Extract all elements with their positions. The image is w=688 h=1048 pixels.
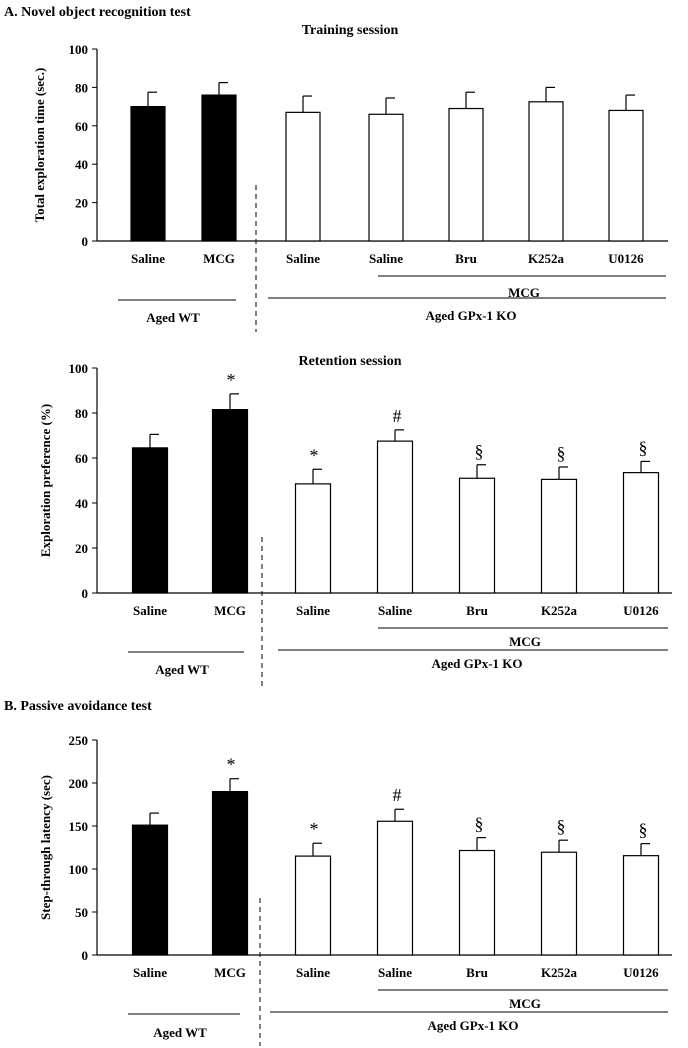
significance-mark: *: [227, 370, 236, 390]
y-tick-label: 150: [69, 819, 89, 834]
bar: [368, 113, 404, 242]
bar: [608, 109, 644, 242]
y-tick-label: 40: [75, 157, 88, 172]
category-label: Bru: [466, 965, 488, 980]
category-label: Bru: [466, 603, 488, 618]
y-tick-label: 100: [69, 862, 89, 877]
aged-ko-label: Aged GPx-1 KO: [428, 1018, 519, 1033]
significance-mark: #: [393, 785, 402, 805]
y-tick-label: 0: [82, 948, 89, 963]
bar: [528, 101, 564, 242]
bar: [130, 105, 166, 242]
significance-mark: *: [310, 445, 319, 465]
y-tick-label: 40: [75, 496, 88, 511]
bar: [458, 477, 496, 594]
bar: [376, 820, 414, 956]
y-tick-label: 80: [75, 406, 88, 421]
y-tick-label: 0: [82, 586, 89, 601]
category-label: Saline: [378, 965, 412, 980]
bar: [211, 790, 249, 956]
category-label: Saline: [131, 251, 165, 266]
category-label: Bru: [455, 251, 477, 266]
significance-mark: §: [639, 437, 648, 457]
y-tick-label: 200: [69, 776, 89, 791]
category-label: K252a: [541, 603, 578, 618]
category-label: MCG: [214, 603, 246, 618]
retention-session-chart: Retention session Exploration preference …: [38, 354, 672, 686]
bar: [540, 851, 578, 956]
y-tick-label: 100: [69, 42, 89, 57]
bar: [540, 478, 578, 594]
aged-wt-label: Aged WT: [155, 662, 209, 677]
category-label: MCG: [214, 965, 246, 980]
significance-mark: §: [639, 820, 648, 840]
category-label: Saline: [133, 603, 167, 618]
aged-ko-label: Aged GPx-1 KO: [432, 656, 523, 671]
bar: [294, 483, 332, 594]
category-label: U0126: [623, 603, 659, 618]
bar: [131, 824, 169, 956]
section-a-title: A. Novel object recognition test: [4, 5, 191, 20]
bar: [131, 447, 169, 594]
bar: [458, 849, 496, 956]
category-label: U0126: [623, 965, 659, 980]
category-label: Saline: [378, 603, 412, 618]
significance-mark: §: [475, 814, 484, 834]
aged-wt-label: Aged WT: [153, 1025, 207, 1040]
bar: [622, 855, 660, 956]
y-tick-label: 80: [75, 80, 88, 95]
category-label: U0126: [608, 251, 644, 266]
category-label: Saline: [133, 965, 167, 980]
significance-mark: §: [475, 441, 484, 461]
y-tick-label: 50: [75, 905, 88, 920]
category-label: MCG: [203, 251, 235, 266]
y-tick-label: 20: [75, 541, 88, 556]
category-label: K252a: [528, 251, 565, 266]
category-label: Saline: [369, 251, 403, 266]
aged-ko-label: Aged GPx-1 KO: [426, 308, 517, 323]
passive-avoidance-chart: Step-through latency (sec) 0 50 100 150 200 25…: [38, 733, 672, 1046]
mcg-label: MCG: [508, 285, 540, 300]
bar: [201, 94, 237, 242]
chart-title: Training session: [302, 23, 399, 38]
y-axis-label: Total exploration time (sec.): [32, 68, 47, 223]
chart-title: Retention session: [298, 354, 401, 369]
significance-mark: *: [310, 819, 319, 839]
mcg-label: MCG: [509, 996, 541, 1011]
y-axis-label: Step-through latency (sec): [38, 775, 53, 920]
aged-wt-label: Aged WT: [146, 310, 200, 325]
bar: [448, 107, 484, 242]
y-axis-label: Exploration preference (%): [38, 404, 53, 557]
y-tick-label: 0: [82, 234, 89, 249]
y-tick-label: 60: [75, 451, 88, 466]
bar: [285, 111, 321, 242]
significance-mark: §: [557, 816, 566, 836]
y-tick-label: 100: [69, 361, 89, 376]
category-label: Saline: [296, 965, 330, 980]
bar: [376, 440, 414, 594]
y-tick-label: 250: [69, 733, 89, 748]
category-label: K252a: [541, 965, 578, 980]
category-label: Saline: [286, 251, 320, 266]
training-session-chart: Training session Total exploration time (…: [32, 23, 668, 332]
significance-mark: #: [393, 406, 402, 426]
bar: [622, 472, 660, 594]
y-tick-label: 20: [75, 196, 88, 211]
category-label: Saline: [296, 603, 330, 618]
bar: [294, 855, 332, 956]
mcg-label: MCG: [509, 634, 541, 649]
section-b-title: B. Passive avoidance test: [4, 699, 152, 714]
significance-mark: *: [227, 755, 236, 775]
bar: [211, 409, 249, 594]
y-tick-label: 60: [75, 119, 88, 134]
significance-mark: §: [557, 443, 566, 463]
